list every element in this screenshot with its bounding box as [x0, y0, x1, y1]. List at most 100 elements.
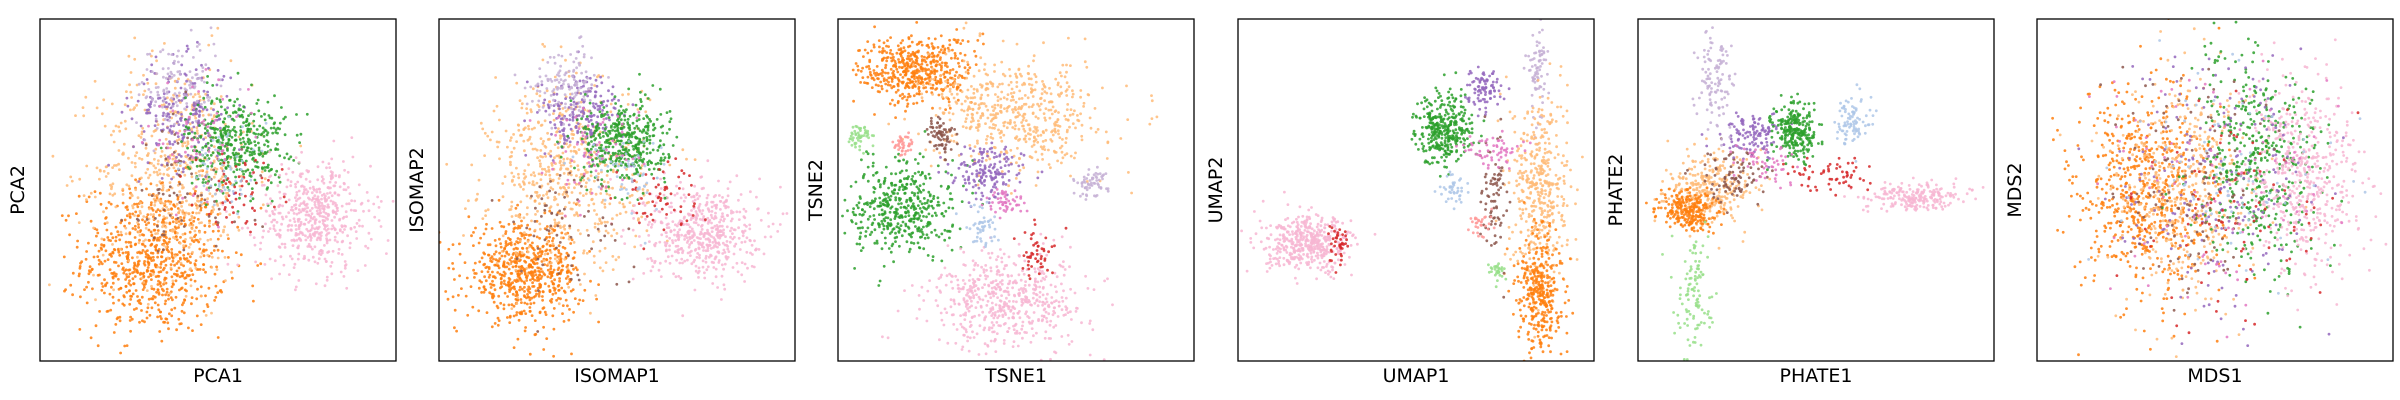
data-point-lavender: [172, 62, 176, 65]
data-point-light-orange: [149, 213, 153, 216]
data-point-green: [213, 131, 217, 135]
data-point-pink: [298, 174, 302, 178]
data-point-light-orange: [498, 118, 501, 122]
data-point-lavender: [549, 77, 552, 81]
data-point-orange: [457, 293, 460, 297]
data-point-green: [252, 119, 256, 123]
data-point-light-blue: [222, 185, 226, 189]
data-point-orange: [483, 275, 486, 279]
data-point-light-orange: [548, 177, 552, 181]
data-point-green: [592, 134, 595, 138]
data-point-green: [639, 90, 642, 94]
data-point-orange: [134, 228, 137, 231]
data-point-pink: [716, 286, 719, 289]
data-point-green: [661, 131, 665, 135]
data-point-light-orange: [517, 172, 520, 176]
data-point-orange: [164, 241, 168, 245]
data-point-light-orange: [175, 220, 178, 224]
data-point-light-orange: [210, 168, 213, 172]
data-point-orange: [177, 266, 181, 270]
data-point-orange: [179, 322, 183, 325]
data-point-purple: [568, 96, 572, 100]
data-point-green: [226, 160, 230, 164]
data-point-pink: [377, 206, 381, 209]
data-point-magenta: [202, 123, 206, 126]
data-point-green: [659, 113, 663, 116]
data-point-pink: [313, 260, 317, 264]
data-point-green: [275, 169, 279, 173]
data-point-light-orange: [497, 140, 501, 144]
data-point-light-orange: [681, 148, 685, 152]
data-point-purple: [204, 175, 208, 179]
data-point-light-orange: [553, 75, 557, 79]
data-point-purple: [192, 103, 196, 107]
data-point-orange: [132, 282, 136, 286]
data-point-brown: [156, 188, 160, 192]
data-point-pink: [729, 235, 732, 239]
data-point-lavender: [180, 54, 184, 58]
data-point-light-orange: [484, 209, 488, 213]
data-point-light-orange: [572, 160, 576, 164]
data-point-green: [260, 166, 264, 170]
data-point-purple: [148, 111, 152, 115]
data-point-green: [637, 114, 641, 117]
data-point-orange: [158, 282, 162, 286]
data-point-light-orange: [191, 95, 195, 99]
data-point-pink: [696, 252, 700, 255]
data-point-orange: [119, 286, 123, 290]
data-point-orange: [151, 208, 155, 212]
data-point-green: [206, 129, 209, 133]
data-point-light-orange: [237, 228, 241, 232]
data-point-purple: [571, 118, 575, 122]
data-point-brown: [203, 198, 207, 202]
data-point-light-orange: [601, 269, 605, 273]
data-point-orange: [499, 242, 502, 246]
data-point-green: [601, 131, 605, 134]
data-point-green: [223, 131, 227, 135]
data-point-light-orange: [223, 256, 227, 259]
data-point-magenta: [166, 146, 170, 150]
data-point-purple: [200, 63, 203, 67]
data-point-pink: [270, 220, 274, 224]
data-point-light-orange: [557, 127, 560, 130]
data-point-light-orange: [512, 133, 515, 136]
data-point-pink: [304, 234, 307, 238]
data-point-purple: [150, 63, 154, 67]
data-point-pink: [269, 174, 273, 178]
data-point-lavender: [563, 93, 567, 96]
data-point-magenta: [208, 134, 212, 138]
data-point-orange: [234, 251, 238, 255]
data-point-orange: [142, 283, 146, 287]
data-point-green: [259, 152, 263, 156]
data-point-magenta: [221, 143, 225, 147]
data-point-purple: [185, 79, 189, 83]
data-point-green: [603, 151, 607, 155]
data-point-green: [226, 186, 230, 189]
data-point-orange: [541, 290, 545, 294]
data-point-red: [227, 194, 231, 198]
data-point-light-orange: [51, 154, 55, 158]
data-point-purple: [613, 107, 617, 110]
data-point-pink: [364, 244, 367, 248]
data-point-light-orange: [186, 140, 190, 144]
data-point-orange: [512, 314, 516, 318]
data-point-lavender: [192, 56, 195, 59]
data-point-pink: [366, 199, 370, 203]
data-point-green: [226, 128, 230, 132]
data-point-light-orange: [103, 124, 107, 128]
data-point-light-orange: [528, 137, 531, 141]
data-point-lavender: [170, 75, 174, 79]
data-point-orange: [447, 247, 451, 251]
data-point-pink: [316, 261, 320, 265]
data-point-orange: [514, 246, 518, 250]
data-point-light-orange: [144, 146, 148, 150]
data-point-orange: [144, 223, 148, 227]
data-point-orange: [536, 266, 540, 270]
data-point-orange: [552, 307, 556, 310]
data-point-pink: [330, 194, 334, 198]
data-point-green: [204, 144, 207, 148]
data-point-light-orange: [561, 107, 565, 110]
data-point-purple: [120, 110, 124, 114]
data-point-green: [627, 148, 631, 152]
data-point-pink: [334, 181, 338, 184]
